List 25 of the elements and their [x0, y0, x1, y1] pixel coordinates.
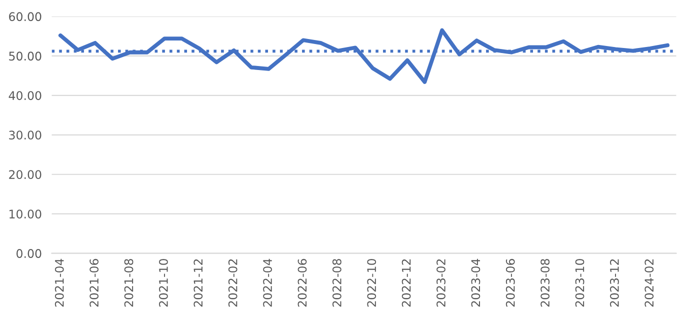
x-tick-label: 2021-04 [54, 258, 64, 307]
x-tick-label: 2023-12 [610, 259, 619, 307]
y-tick-label: 30.00 [9, 130, 42, 140]
x-tick-label: 2022-04 [263, 258, 272, 307]
x-tick-label: 2023-06 [506, 258, 515, 307]
x-tick-label: 2023-08 [540, 259, 550, 307]
y-tick-label: 20.00 [9, 170, 42, 180]
x-tick-label: 2021-10 [158, 258, 168, 307]
x-tick-label: 2021-12 [194, 259, 203, 307]
x-tick-label: 2022-12 [402, 259, 411, 307]
y-tick-label: 50.00 [9, 52, 42, 61]
x-tick-label: 2021-06 [90, 258, 99, 307]
x-tick-label: 2023-04 [471, 258, 480, 307]
x-tick-label: 2021-08 [124, 259, 134, 307]
x-tick-label: 2022-06 [298, 258, 307, 307]
x-tick-label: 2022-08 [332, 259, 342, 307]
y-tick-label: 10.00 [10, 210, 42, 219]
x-tick-label: 2023-02 [436, 259, 446, 307]
y-tick-label: 40.00 [8, 91, 42, 100]
y-tick-label: 60.00 [9, 12, 42, 22]
x-tick-label: 2022-02 [228, 259, 238, 307]
x-tick-label: 2022-10 [367, 258, 376, 307]
x-tick-label: 2024-02 [644, 259, 654, 307]
x-tick-label: 2023-10 [575, 258, 584, 307]
y-tick-label: 0.00 [16, 249, 42, 258]
